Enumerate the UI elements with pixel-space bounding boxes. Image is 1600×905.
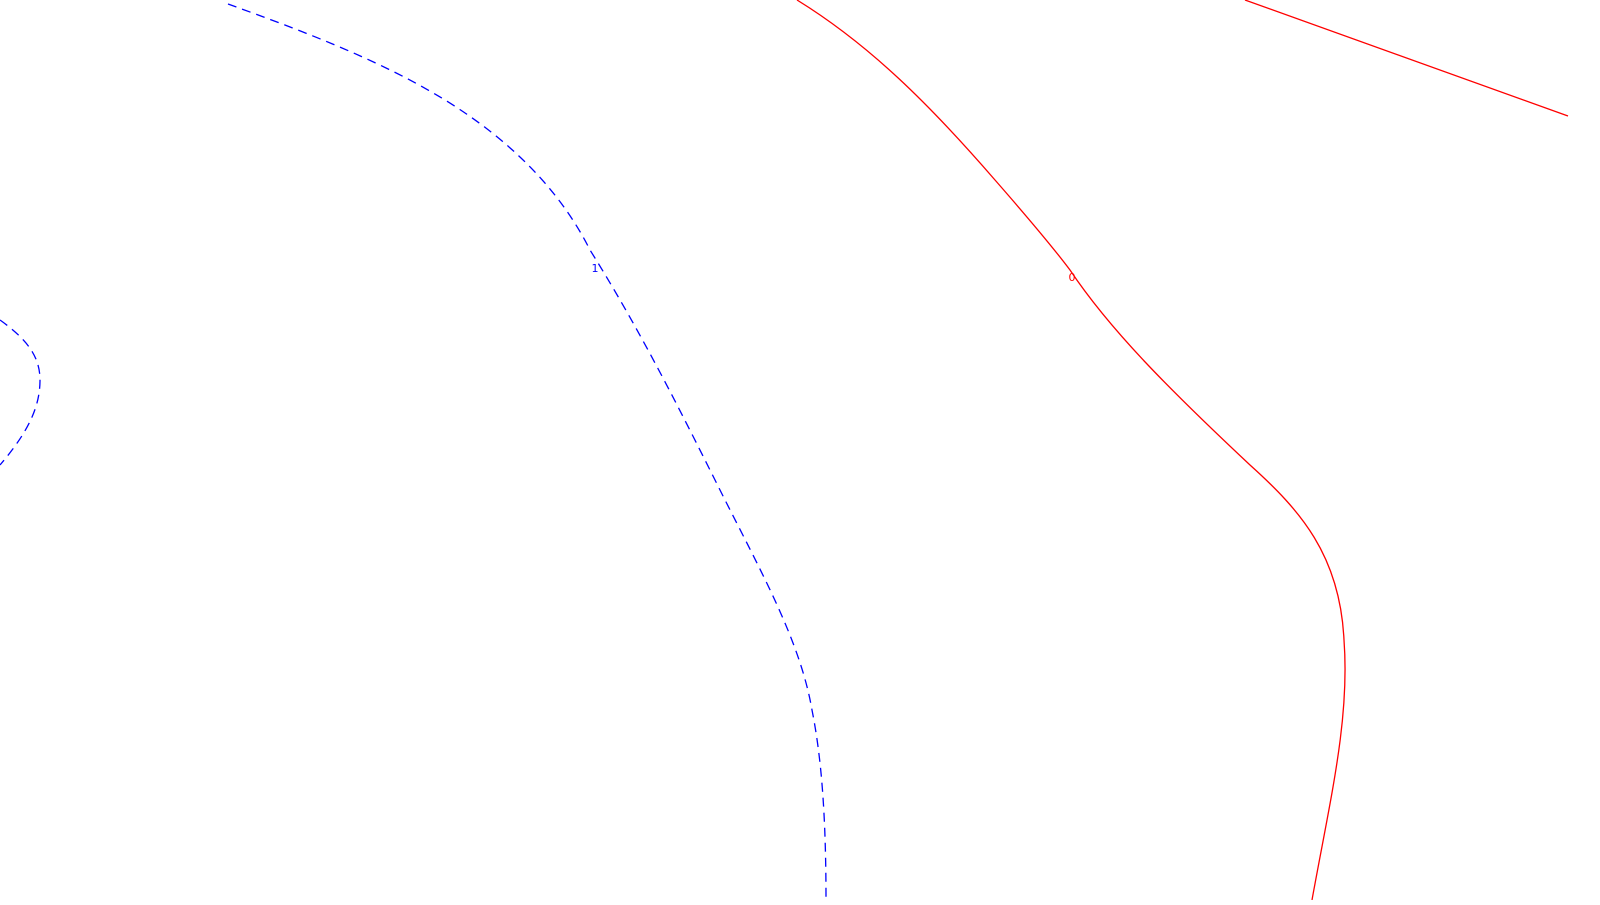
- contour-line-level-1-segment: [0, 319, 41, 466]
- contour-label-level-0: 0: [1069, 271, 1076, 284]
- contour-label-level-1: 1: [592, 262, 599, 275]
- contour-line-level-0: [796, 0, 1346, 901]
- contour-line-level-0-segment: [1244, 0, 1569, 117]
- contour-line-level-1: [227, 3, 827, 901]
